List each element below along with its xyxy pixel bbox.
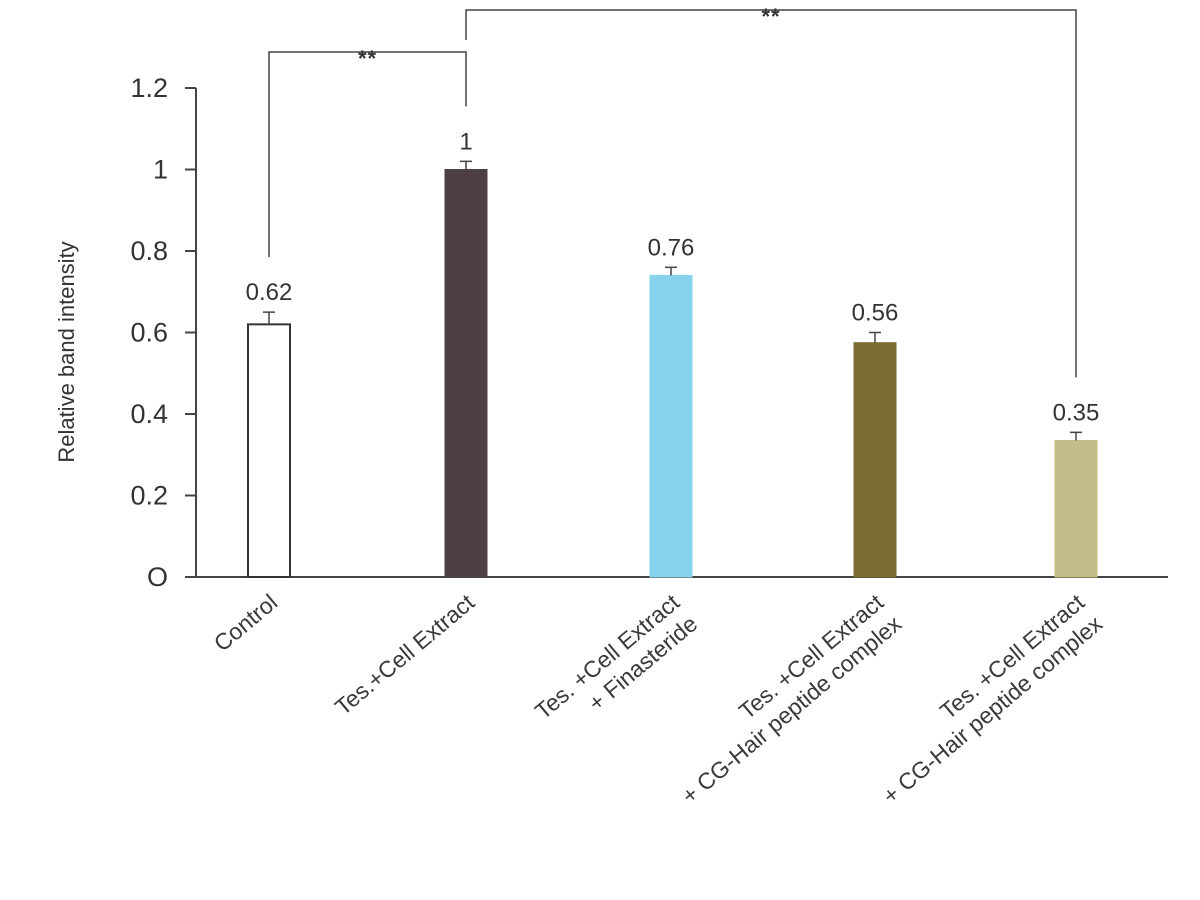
significance-label: ** [761, 4, 780, 29]
data-label: 0.35 [1053, 399, 1100, 426]
y-tick-label: 0.2 [130, 481, 168, 511]
bar [853, 342, 897, 578]
category-label: + CG-Hair peptide complex [878, 610, 1108, 809]
y-axis-title: Relative band intensity [54, 241, 79, 462]
bar [1054, 439, 1098, 578]
x-axis-labels: Control Tes.+Cell Extract Tes. +Cell Extra… [209, 589, 1108, 809]
data-label: 0.76 [648, 234, 695, 261]
bars [247, 169, 1098, 578]
category-label: Tes.+Cell Extract [330, 589, 480, 721]
y-tick-label: O [147, 562, 168, 592]
data-label: 0.56 [852, 300, 899, 327]
y-tick-label: 0.4 [130, 399, 168, 429]
bar [649, 274, 693, 578]
significance-brackets: ** ** [268, 4, 1077, 378]
y-tick-label: 0.8 [130, 236, 168, 266]
bar [444, 169, 488, 578]
category-label: + CG-Hair peptide complex [677, 610, 907, 809]
significance-bracket [465, 9, 1077, 378]
error-bars [263, 160, 1082, 441]
bar [247, 323, 291, 578]
significance-bracket [268, 51, 467, 258]
y-tick-label: 0.6 [130, 318, 168, 348]
y-tick-label: 1.2 [130, 73, 168, 103]
data-label: 1 [459, 128, 472, 155]
data-labels: 0.62 1 0.76 0.56 0.35 [246, 128, 1100, 426]
y-axis-ticks: O 0.2 0.4 0.6 0.8 1 1.2 [130, 73, 196, 592]
data-label: 0.62 [246, 279, 293, 306]
category-label: Control [209, 589, 283, 657]
significance-label: ** [358, 46, 377, 71]
y-tick-label: 1 [153, 155, 168, 185]
